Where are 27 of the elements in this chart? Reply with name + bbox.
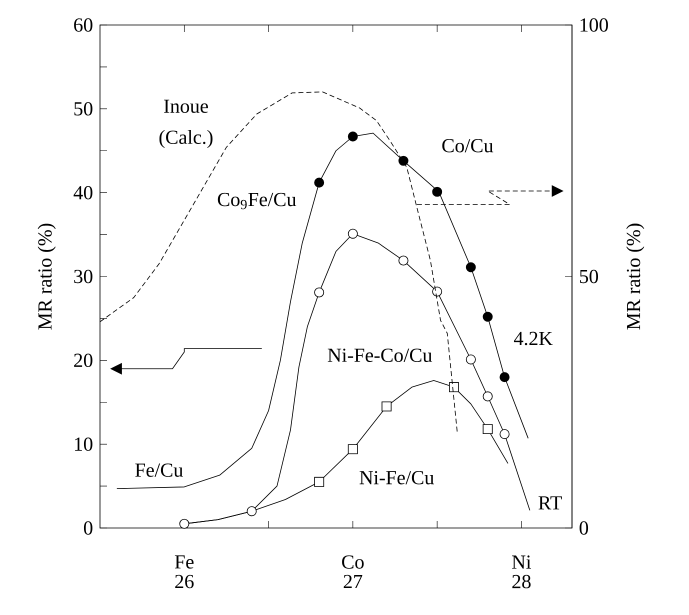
annotation: Ni-Fe/Cu [360, 471, 434, 484]
x-tick-label: 26 [175, 574, 194, 588]
y2-tick-label: 50 [580, 270, 598, 284]
annotation: 4.2K [514, 332, 553, 346]
y-tick-label: 10 [74, 437, 92, 451]
x-tick-label: 27 [344, 574, 362, 588]
y-tick-label: 30 [74, 270, 92, 284]
y2-axis-title: MR ratio (%) [626, 224, 644, 330]
annotation: Fe/Cu [135, 463, 184, 477]
y-tick-label: 50 [74, 102, 92, 116]
text: Co [342, 555, 364, 569]
annotation: Co$_{9}$Fe/Cu [218, 192, 296, 210]
text: Fe [174, 555, 194, 569]
text: Ni [512, 555, 532, 569]
y-tick-label: 20 [74, 354, 92, 368]
x-tick-label: 28 [512, 574, 531, 588]
y-axis-title: MR ratio (%) [38, 224, 56, 330]
y2-tick-label: 0 [580, 521, 588, 535]
annotation: Ni-Fe-Co/Cu [328, 348, 432, 362]
y-tick-label: 60 [74, 18, 92, 32]
y-tick-label: 40 [74, 186, 92, 200]
y-tick-label: 0 [84, 521, 92, 535]
annotation: Inoue [164, 100, 208, 113]
annotation: (Calc.) [159, 130, 212, 148]
annotation: Co/Cu [442, 139, 494, 152]
annotation: RT [538, 496, 562, 510]
y2-tick-label: 100 [580, 18, 608, 32]
